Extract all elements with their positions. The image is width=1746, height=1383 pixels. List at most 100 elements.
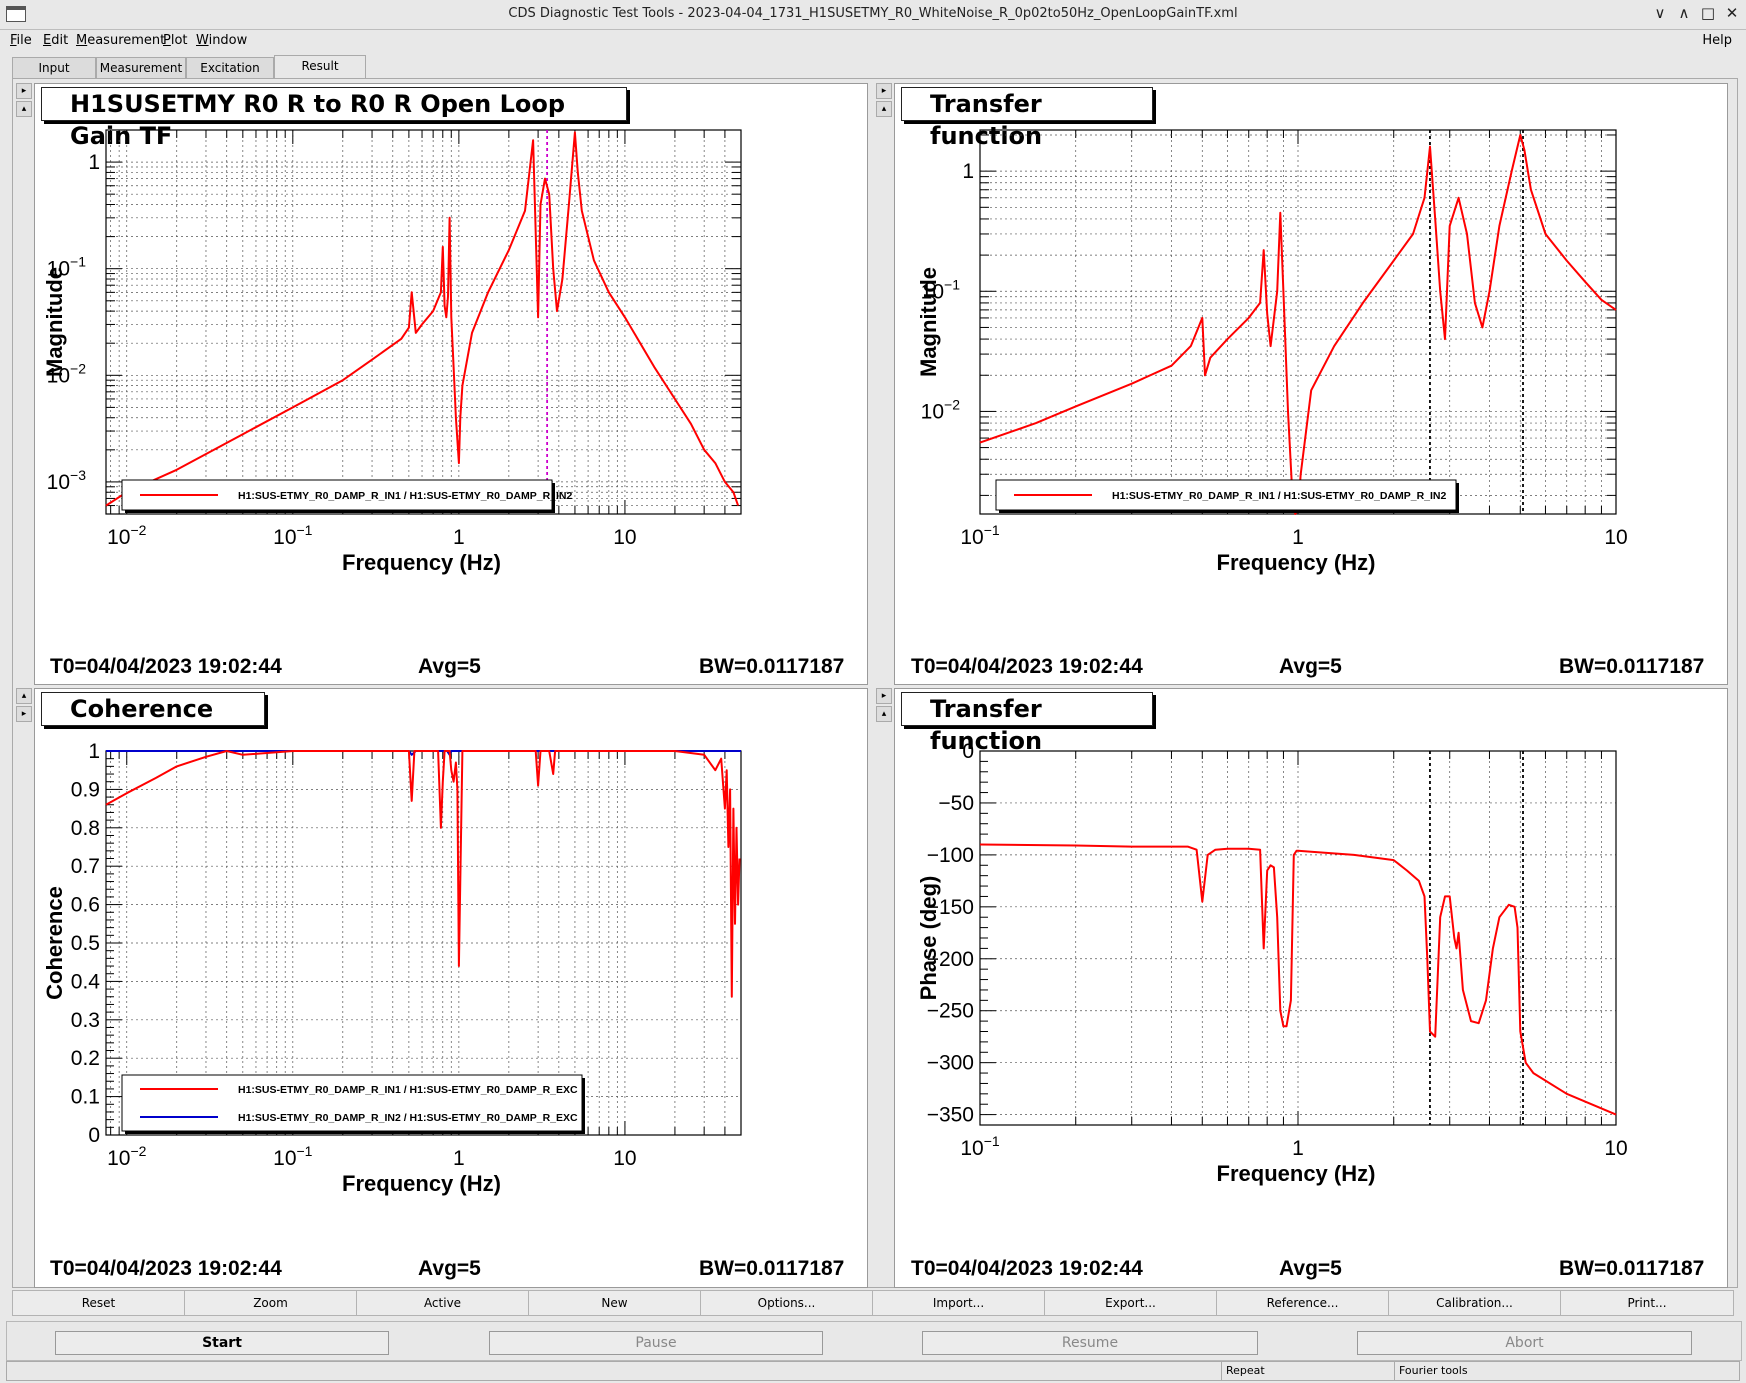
tab-input[interactable]: Input — [12, 57, 96, 78]
plot-title: Coherence — [41, 692, 265, 726]
menu-measurement[interactable]: Measurement — [76, 33, 165, 48]
menu-window[interactable]: Window — [196, 33, 247, 48]
y-tick-label: 0.4 — [71, 970, 101, 993]
menu-edit-label: dit — [51, 33, 69, 48]
zoom-button[interactable]: Zoom — [184, 1290, 357, 1316]
menu-bar: File Edit Measurement Plot Window — [0, 30, 1746, 52]
maximize-button[interactable]: □ — [1700, 4, 1716, 22]
avg-label: Avg=5 — [1279, 655, 1342, 678]
menu-file-mnemonic: F — [10, 33, 17, 48]
title-bar: CDS Diagnostic Test Tools - 2023-04-04_1… — [0, 0, 1746, 30]
x-axis-label: Frequency (Hz) — [1217, 550, 1376, 575]
legend-label: H1:SUS-ETMY_R0_DAMP_R_IN1 / H1:SUS-ETMY_… — [1112, 490, 1446, 502]
menu-plot[interactable]: Plot — [163, 33, 188, 48]
pad4-expand-icon[interactable]: ▸ — [876, 688, 892, 704]
bw-label: BW=0.0117187 — [1559, 1257, 1705, 1280]
menu-measurement-mnemonic: M — [76, 33, 88, 48]
close-button[interactable]: ✕ — [1725, 4, 1739, 22]
pad1-expand-icon[interactable]: ▸ — [16, 83, 32, 99]
reset-button[interactable]: Reset — [12, 1290, 185, 1316]
bw-label: BW=0.0117187 — [699, 1257, 845, 1280]
x-axis-label: Frequency (Hz) — [342, 1171, 501, 1196]
tab-excitation[interactable]: Excitation — [186, 57, 274, 78]
menu-window-label: indow — [208, 33, 248, 48]
menu-window-mnemonic: W — [196, 33, 209, 48]
plot-pad-coherence[interactable]: Coherence 10−2 10−1 1 10 0 0.1 0.2 0.3 0.4 0.5 0.6… — [34, 688, 868, 1288]
y-tick-label: 0.7 — [71, 855, 100, 878]
minimize-button[interactable]: ∨ — [1654, 4, 1666, 22]
menu-plot-mnemonic: P — [163, 33, 171, 48]
calibration-button[interactable]: Calibration... — [1388, 1290, 1561, 1316]
pause-button[interactable]: Pause — [489, 1331, 823, 1355]
bw-label: BW=0.0117187 — [699, 655, 845, 678]
print-button[interactable]: Print... — [1560, 1290, 1734, 1316]
legend-label: H1:SUS-ETMY_R0_DAMP_R_IN1 / H1:SUS-ETMY_… — [238, 490, 572, 502]
x-tick-label: 1 — [453, 526, 465, 549]
x-tick-label: 10 — [1604, 526, 1627, 549]
y-tick-label: 10−3 — [47, 467, 87, 494]
y-axis-label: Magnitude — [916, 267, 941, 377]
new-button[interactable]: New — [528, 1290, 701, 1316]
series-line — [979, 843, 1617, 1116]
restore-button[interactable]: ∧ — [1678, 4, 1690, 22]
start-button[interactable]: Start — [55, 1331, 389, 1355]
y-axis-label: Coherence — [42, 886, 67, 1000]
y-tick-label: −250 — [927, 1000, 974, 1023]
pad1-collapse-icon[interactable]: ▴ — [16, 101, 32, 117]
bw-label: BW=0.0117187 — [1559, 655, 1705, 678]
resume-button[interactable]: Resume — [922, 1331, 1258, 1355]
window-icon[interactable] — [6, 6, 26, 22]
active-button[interactable]: Active — [356, 1290, 529, 1316]
tab-result[interactable]: Result — [274, 55, 366, 79]
menu-file[interactable]: File — [10, 33, 32, 48]
y-tick-label: −300 — [927, 1052, 974, 1075]
reference-button[interactable]: Reference... — [1216, 1290, 1389, 1316]
y-tick-label: 0.1 — [71, 1086, 100, 1109]
abort-button[interactable]: Abort — [1357, 1331, 1692, 1355]
x-tick-label: 10−2 — [107, 1143, 147, 1170]
plot-pad-transfer-phase[interactable]: Transfer function 10−1 1 10 0 −50 −100 −150 −20… — [894, 688, 1728, 1288]
grid — [979, 130, 1617, 514]
import-button[interactable]: Import... — [872, 1290, 1045, 1316]
x-axis-label: Frequency (Hz) — [1217, 1161, 1376, 1186]
x-tick-label: 10−1 — [273, 1143, 313, 1170]
y-tick-label: 10−1 — [921, 276, 961, 303]
pad2-expand-icon[interactable]: ▸ — [876, 83, 892, 99]
avg-label: Avg=5 — [418, 1257, 481, 1280]
coherence-chart: 10−2 10−1 1 10 0 0.1 0.2 0.3 0.4 0.5 0.6 0.7 0.8 0.9 1… — [42, 740, 742, 1196]
status-repeat: Repeat — [1221, 1361, 1397, 1381]
t0-label: T0=04/04/2023 19:02:44 — [911, 655, 1143, 678]
y-tick-label: 0.6 — [71, 894, 100, 917]
pad4-collapse-icon[interactable]: ▴ — [876, 706, 892, 722]
y-tick-label: 0.3 — [71, 1009, 100, 1032]
transfer-phase-chart: 10−1 1 10 0 −50 −100 −150 −200 −250 −300 −350 Frequ… — [916, 740, 1628, 1186]
series-line — [105, 131, 740, 507]
tab-measurement[interactable]: Measurement — [96, 57, 186, 78]
y-tick-label: 10−2 — [47, 360, 87, 387]
y-tick-label: −100 — [927, 844, 974, 867]
series-line — [979, 134, 1617, 515]
x-tick-label: 1 — [1292, 526, 1304, 549]
x-tick-label: 10 — [1604, 1137, 1627, 1160]
y-tick-label: 10−2 — [921, 396, 961, 423]
grid — [979, 750, 1617, 1126]
y-tick-label: −350 — [927, 1104, 974, 1127]
menu-help[interactable]: Help — [1702, 33, 1732, 48]
window-title: CDS Diagnostic Test Tools - 2023-04-04_1… — [508, 6, 1238, 21]
export-button[interactable]: Export... — [1044, 1290, 1217, 1316]
y-tick-label: 1 — [88, 740, 100, 763]
pad3-expand-icon[interactable]: ▸ — [16, 706, 32, 722]
menu-file-label: ile — [16, 33, 32, 48]
options-button[interactable]: Options... — [700, 1290, 873, 1316]
y-tick-label: −50 — [938, 792, 974, 815]
x-tick-label: 1 — [453, 1147, 465, 1170]
plot-pad-transfer-magnitude[interactable]: Transfer function 10−1 1 10 10−2 10−1 1 Freque… — [894, 83, 1728, 685]
plot-pad-open-loop-gain[interactable]: H1SUSETMY R0 R to R0 R Open Loop Gain TF… — [34, 83, 868, 685]
y-tick-label: 1 — [962, 160, 974, 183]
pad2-collapse-icon[interactable]: ▴ — [876, 101, 892, 117]
x-tick-label: 10 — [613, 526, 636, 549]
menu-measurement-label: easurement — [87, 33, 166, 48]
menu-edit[interactable]: Edit — [43, 33, 68, 48]
pad3-collapse-icon[interactable]: ▴ — [16, 688, 32, 704]
